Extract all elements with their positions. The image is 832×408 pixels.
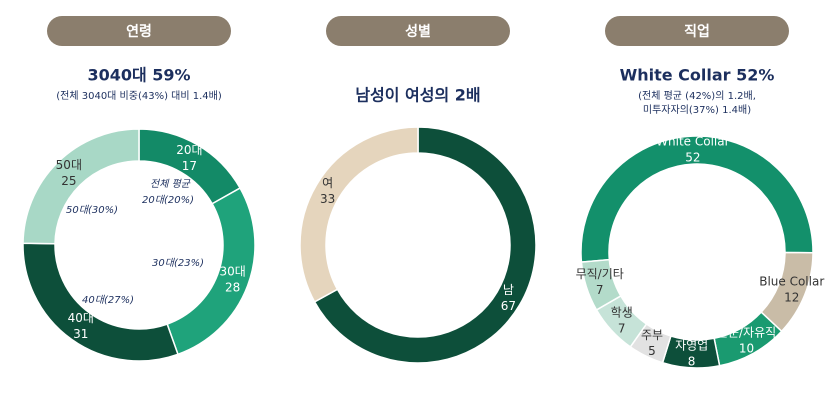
headline: 3040대 59% — [87, 66, 190, 85]
subtitle: 미투자자의(37%) 1.4배) — [643, 104, 751, 116]
header-label: 성별 — [405, 23, 431, 40]
segment-value: 8 — [688, 354, 696, 368]
segment-value: 7 — [618, 321, 626, 335]
annotation: 40대(27%) — [82, 294, 134, 306]
segment-value: 7 — [596, 283, 604, 297]
headline: White Collar 52% — [620, 66, 775, 85]
segment-label: White Collar — [656, 135, 729, 149]
header-pill — [47, 16, 231, 46]
segment-label: 학생 — [611, 305, 633, 319]
annotation: 50대(30%) — [66, 204, 118, 216]
segment-value: 17 — [182, 159, 197, 173]
segment-value: 52 — [685, 151, 700, 165]
header-label: 연령 — [126, 24, 152, 40]
donut-segment — [580, 258, 622, 311]
segment-label: 무직/기타 — [576, 267, 624, 281]
annotation: 전체 평균 — [150, 178, 191, 190]
segment-label: 남 — [503, 283, 514, 297]
segment-label: Blue Collar — [759, 274, 824, 288]
segment-value: 12 — [784, 290, 799, 304]
segment-value: 67 — [501, 299, 516, 313]
segment-label: 주부 — [641, 328, 663, 342]
donut-segment — [22, 128, 140, 245]
header-label: 직업 — [684, 23, 710, 40]
annotation: 20대(20%) — [142, 194, 194, 206]
headline: 남성이 여성의 2배 — [355, 86, 480, 105]
header-pill — [326, 16, 510, 46]
segment-value: 33 — [320, 192, 335, 206]
segment-value: 28 — [225, 281, 240, 295]
donut-segment — [313, 126, 537, 364]
segment-value: 5 — [648, 344, 656, 358]
segment-label: 50대 — [56, 158, 82, 172]
segment-value: 25 — [61, 174, 76, 188]
annotation: 30대(23%) — [152, 257, 204, 269]
donut-segment — [580, 135, 814, 263]
header-pill — [605, 16, 789, 46]
donut-segment — [299, 126, 419, 303]
segment-label: 20대 — [176, 143, 202, 157]
segment-label: 40대 — [68, 311, 94, 325]
segment-value: 31 — [73, 327, 88, 341]
subtitle: (전체 평균 (42%)의 1.2배, — [638, 90, 756, 102]
subtitle: (전체 3040대 비중(43%) 대비 1.4배) — [56, 90, 222, 102]
segment-label: 30대 — [220, 265, 246, 279]
segment-label: 여 — [322, 176, 333, 190]
segment-value: 10 — [739, 342, 754, 356]
segment-label: 자영업 — [675, 338, 708, 352]
segment-label: 전문/자유직 — [717, 326, 776, 340]
